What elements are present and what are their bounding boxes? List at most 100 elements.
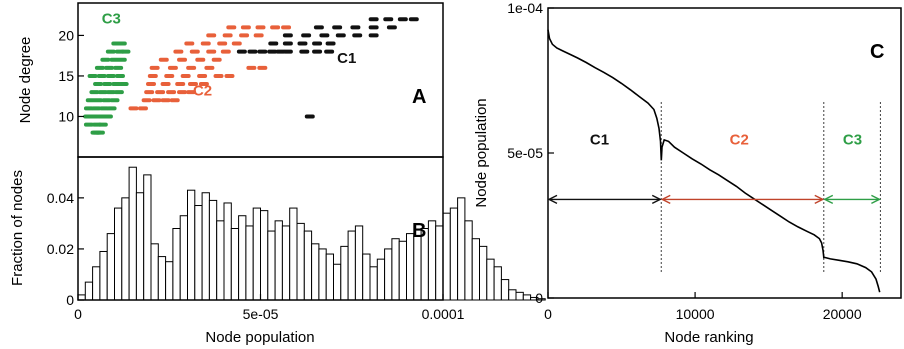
panel-a-point-c1 [332, 25, 342, 29]
panel-b-bar [129, 167, 136, 300]
panel-a-point-c2 [184, 42, 194, 46]
panel-a-point-c3 [114, 90, 124, 94]
panel-b-ytick-label: 0.02 [47, 241, 74, 257]
panel-b-bar [341, 246, 348, 300]
panel-b-bar [78, 295, 85, 300]
panel-a-point-c1 [247, 50, 257, 54]
panel-b-bar [122, 198, 129, 300]
panel-a-point-c2 [224, 74, 234, 78]
panel-a-point-c2 [195, 58, 205, 62]
panel-b-bar [312, 244, 319, 300]
panel-c-x-axis-label: Node ranking [664, 329, 753, 346]
panel-c-ytick-label: 0 [535, 290, 543, 306]
panel-a-point-c2 [168, 66, 178, 70]
panel-b-bar [450, 208, 457, 300]
panel-a-point-c1 [383, 17, 393, 21]
panel-b-bar [173, 229, 180, 301]
panel-a-point-c3 [117, 42, 127, 46]
panel-b-bar [480, 246, 487, 300]
panel-a-point-c2 [281, 25, 291, 29]
panel-a-point-c2 [226, 25, 236, 29]
panel-c-yticks: 05e-051e-04 [507, 0, 554, 306]
panel-a-point-c2 [128, 106, 138, 110]
panel-a-point-c2 [257, 66, 267, 70]
panel-a-point-c2 [186, 66, 196, 70]
panel-a-point-c2 [159, 58, 169, 62]
panel-a-point-c1 [387, 25, 397, 29]
panel-b-bar [202, 193, 209, 300]
panel-a-point-c2 [138, 106, 148, 110]
panel-a-point-c2 [201, 42, 211, 46]
panel-c-xtick-label: 20000 [823, 306, 862, 322]
panel-a: 101520 C1C2C3 A Node degree [17, 3, 443, 157]
panel-b-ytick-label: 0.04 [47, 190, 74, 206]
panel-a-point-c2 [221, 50, 231, 54]
panel-a-point-c1 [352, 33, 362, 37]
panel-b-bar [487, 259, 494, 300]
panel-c: C1 C2 C3 05e-051e-04 0 10000 20000 C Node po… [473, 0, 901, 346]
panel-a-series-label-c2: C2 [193, 82, 212, 99]
panel-a-point-c2 [246, 66, 256, 70]
panel-a-ytick-label: 20 [58, 27, 74, 43]
panel-b-bar [355, 226, 362, 300]
panel-a-points [83, 17, 419, 134]
panel-a-point-c2 [175, 82, 185, 86]
panel-c-y-axis-label: Node population [473, 98, 490, 207]
panel-b-bar [370, 267, 377, 300]
panel-a-point-c2 [181, 74, 191, 78]
panel-b-bar [85, 282, 92, 300]
panel-b-y-axis-label: Fraction of nodes [9, 170, 26, 286]
panel-c-xtick-label: 10000 [676, 306, 715, 322]
panel-b-bar [107, 234, 114, 300]
panel-a-point-c2 [177, 58, 187, 62]
panel-a-point-c2 [151, 98, 161, 102]
panel-b-label: B [412, 220, 426, 242]
panel-b-bar [217, 221, 224, 300]
panel-b-bar [326, 254, 333, 300]
panel-a-point-c2 [142, 98, 152, 102]
panel-a-yticks: 101520 [58, 27, 84, 124]
panel-a-point-c1 [369, 25, 379, 29]
panel-b-bar [224, 203, 231, 300]
panel-a-point-c1 [237, 50, 247, 54]
panel-c-arrows [549, 195, 879, 203]
panel-b-bar [100, 251, 107, 300]
panel-a-point-c3 [92, 131, 102, 135]
panel-a-point-c3 [106, 50, 116, 54]
panel-b-bar [231, 229, 238, 301]
panel-b-ytick-label: 0 [66, 292, 74, 308]
panel-a-point-c2 [164, 74, 174, 78]
panel-b-bar [246, 226, 253, 300]
panel-b: 00.020.04 0 5e-05 0.0001 B Fraction of nod… [9, 157, 545, 346]
panel-b-bar [392, 239, 399, 300]
panel-a-point-c2 [161, 98, 171, 102]
panel-a-point-c3 [119, 82, 129, 86]
panel-a-point-c2 [270, 25, 280, 29]
panel-b-bar [239, 216, 246, 300]
panel-a-point-c1 [283, 33, 293, 37]
panel-b-bar [334, 264, 341, 300]
panel-b-bar [158, 257, 165, 300]
panel-a-point-c3 [115, 74, 125, 78]
panel-a-point-c2 [206, 50, 216, 54]
panel-a-point-c1 [398, 17, 408, 21]
panel-b-bar [516, 292, 523, 300]
panel-b-bar [501, 280, 508, 300]
panel-b-bar [261, 211, 268, 300]
panel-b-bar [304, 231, 311, 300]
panel-a-y-axis-label: Node degree [17, 37, 34, 124]
panel-a-point-c3 [97, 74, 107, 78]
panel-a-point-c2 [150, 66, 160, 70]
panel-a-point-c2 [197, 74, 207, 78]
panel-a-point-c2 [204, 66, 214, 70]
panel-c-xticks: 0 10000 20000 [544, 292, 862, 322]
panel-c-frame [548, 8, 901, 298]
panel-b-bar [166, 262, 173, 300]
panel-b-bar [494, 267, 501, 300]
panel-a-point-c1 [369, 17, 379, 21]
panel-b-bar [443, 213, 450, 300]
panel-a-point-c3 [102, 82, 112, 86]
panel-a-point-c2 [254, 33, 264, 37]
panel-b-bar [509, 290, 516, 300]
panel-b-bar [377, 259, 384, 300]
